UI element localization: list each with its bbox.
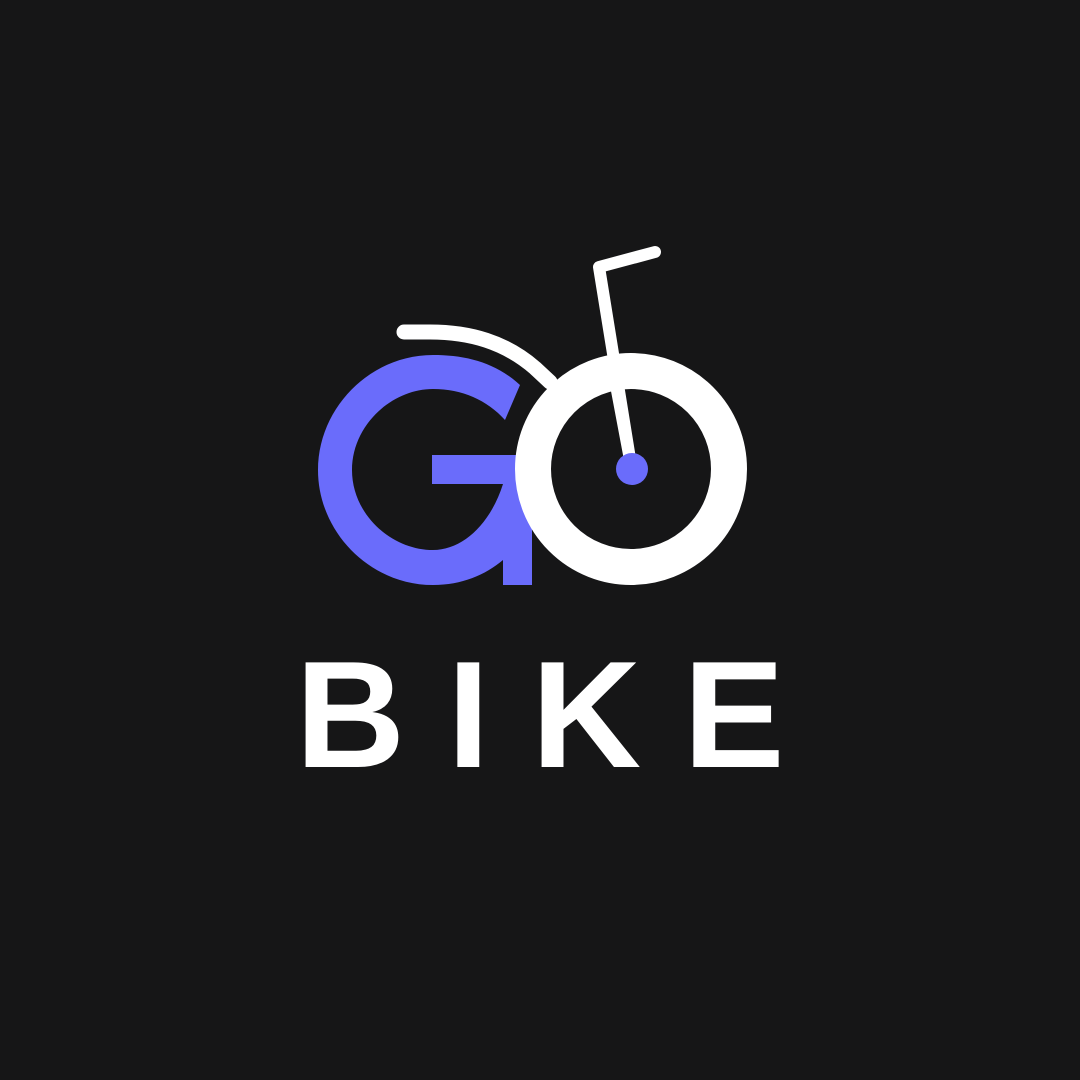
logo-mark-text: GO: [0, 0, 23, 4]
letter-g-icon: [318, 355, 532, 585]
letter-o-wheel-icon: [515, 353, 747, 585]
brand-wordmark: BIKE: [295, 630, 827, 800]
bicycle-icon-saddle: [396, 324, 558, 390]
bicycle-icon-fork: [609, 374, 637, 471]
wheel-hub-icon: [616, 453, 648, 485]
